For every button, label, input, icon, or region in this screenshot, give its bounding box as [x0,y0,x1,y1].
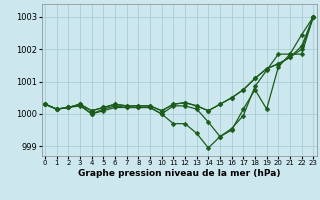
X-axis label: Graphe pression niveau de la mer (hPa): Graphe pression niveau de la mer (hPa) [78,169,280,178]
